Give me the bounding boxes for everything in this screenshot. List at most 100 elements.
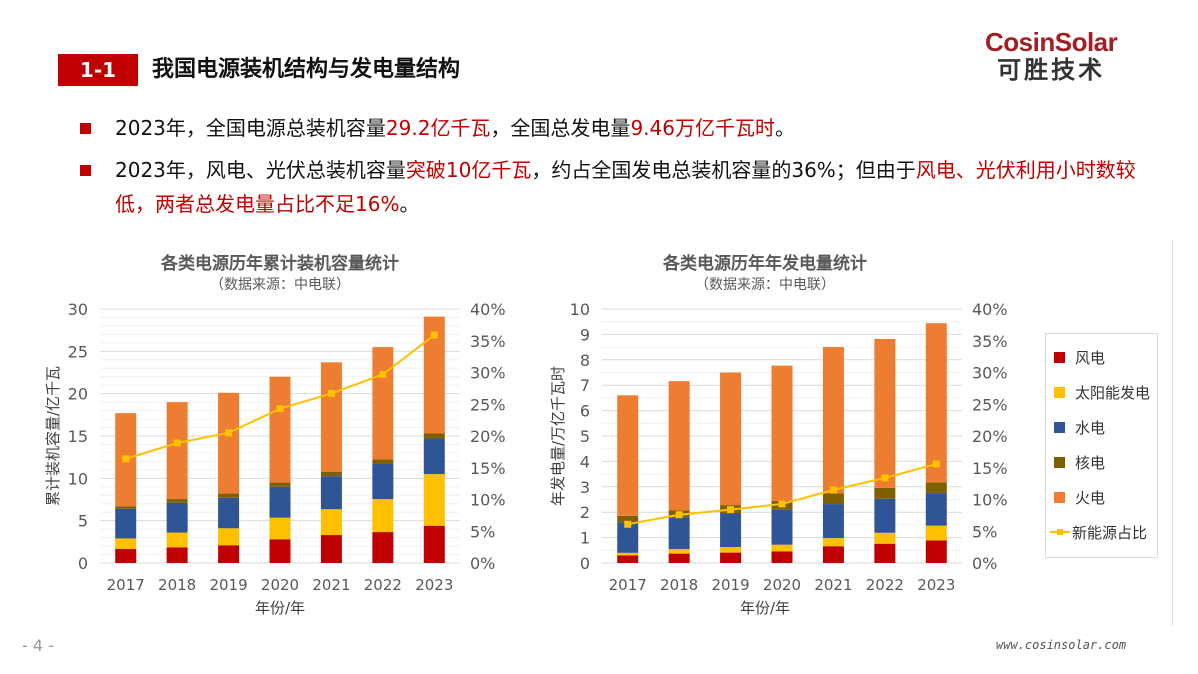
bullet-segment: 突破10亿千瓦 xyxy=(405,158,532,182)
bar-segment-hydro xyxy=(218,497,240,529)
bar-segment-hydro xyxy=(320,476,342,510)
bar-segment-wind xyxy=(668,553,690,563)
chart-legend: 风电太阳能发电水电核电火电新能源占比 xyxy=(1045,333,1158,558)
bar-segment-thermal xyxy=(166,402,188,500)
x-tick-label: 2018 xyxy=(158,576,196,594)
bar-segment-wind xyxy=(269,539,291,563)
bullet-segment: 2023年，风电、光伏总装机容量 xyxy=(115,158,406,182)
share-marker xyxy=(881,474,889,482)
logo-text-cn: 可胜技术 xyxy=(997,56,1106,84)
y-tick-label: 30 xyxy=(68,300,88,319)
bar-segment-thermal xyxy=(822,347,844,494)
bullet-segment: 2023年，全国电源总装机容量 xyxy=(115,116,386,140)
bullet-segment: ，约占全国发电总装机容量的36%；但由于 xyxy=(531,158,916,182)
x-tick-label: 2018 xyxy=(660,576,698,594)
bar-segment-thermal xyxy=(423,316,445,434)
legend-item: 新能源占比 xyxy=(1050,522,1147,542)
y-axis-label: 年发电量/万亿千瓦时 xyxy=(549,366,567,506)
share-marker xyxy=(122,455,130,463)
y-tick-label: 10 xyxy=(68,469,88,488)
chart-title: 各类电源历年累计装机容量统计 xyxy=(160,253,399,274)
x-tick-label: 2017 xyxy=(609,576,647,594)
bar-segment-hydro xyxy=(822,504,844,539)
divider xyxy=(1172,240,1173,626)
bar-segment-nuclear xyxy=(822,493,844,505)
legend-swatch xyxy=(1050,529,1070,535)
legend-item: 风电 xyxy=(1054,347,1105,367)
bar-segment-thermal xyxy=(925,323,947,483)
y-tick-label: 9 xyxy=(580,325,590,344)
bar-segment-nuclear xyxy=(925,482,947,494)
y2-tick-label: 20% xyxy=(972,427,1008,446)
chart-subtitle: （数据来源：中电联） xyxy=(210,277,350,293)
bar-segment-hydro xyxy=(617,522,639,553)
bar-segment-wind xyxy=(617,555,639,563)
y2-tick-label: 25% xyxy=(972,395,1008,414)
y-tick-label: 5 xyxy=(78,512,88,531)
y-tick-label: 8 xyxy=(580,351,590,370)
x-tick-label: 2022 xyxy=(364,576,402,594)
y-tick-label: 1 xyxy=(580,529,590,548)
bar-segment-hydro xyxy=(372,463,394,500)
bar-segment-solar xyxy=(771,544,793,552)
legend-label: 水电 xyxy=(1075,418,1106,437)
bullet-segment: 风电、光伏利用小时数较低，两者总发电量占比不足16% xyxy=(115,158,1136,216)
y-tick-label: 20 xyxy=(68,385,88,404)
bullet-segment: 。 xyxy=(399,192,420,216)
legend-label: 太阳能发电 xyxy=(1075,383,1151,402)
bullet-segment: 。 xyxy=(774,116,795,140)
bullet-segment: 29.2亿千瓦 xyxy=(385,116,491,140)
y2-tick-label: 15% xyxy=(470,459,506,478)
y-tick-label: 4 xyxy=(580,452,590,471)
y2-tick-label: 20% xyxy=(470,427,506,446)
x-tick-label: 2023 xyxy=(415,576,453,594)
x-tick-label: 2017 xyxy=(107,576,145,594)
legend-label: 核电 xyxy=(1075,453,1106,472)
x-tick-label: 2020 xyxy=(261,576,299,594)
legend-swatch xyxy=(1054,351,1065,363)
bar-segment-wind xyxy=(874,543,896,563)
legend-item: 核电 xyxy=(1054,452,1105,472)
share-marker xyxy=(379,370,387,378)
logo-text-en: CosinSolar xyxy=(985,27,1118,57)
bar-segment-solar xyxy=(668,549,690,554)
chart-title: 各类电源历年年发电量统计 xyxy=(662,253,867,274)
y-tick-label: 3 xyxy=(580,478,590,497)
y2-tick-label: 0% xyxy=(470,554,495,573)
bar-segment-hydro xyxy=(874,498,896,533)
y-tick-label: 5 xyxy=(580,427,590,446)
bar-segment-wind xyxy=(115,549,137,563)
legend-label: 火电 xyxy=(1075,488,1106,507)
bar-segment-solar xyxy=(372,499,394,533)
x-tick-label: 2021 xyxy=(312,576,350,594)
y2-tick-label: 15% xyxy=(972,459,1008,478)
bar-segment-hydro xyxy=(771,509,793,545)
bar-segment-wind xyxy=(771,551,793,563)
legend-item: 火电 xyxy=(1054,487,1105,507)
y2-tick-label: 40% xyxy=(972,300,1008,319)
legend-label: 风电 xyxy=(1075,348,1106,367)
bar-segment-solar xyxy=(720,546,742,553)
bullet-segment: 9.46万亿千瓦时 xyxy=(630,116,775,140)
y-tick-label: 10 xyxy=(570,300,590,319)
y2-tick-label: 35% xyxy=(470,332,506,351)
x-tick-label: 2019 xyxy=(209,576,247,594)
bar-segment-nuclear xyxy=(874,487,896,499)
bar-segment-nuclear xyxy=(115,506,137,509)
share-marker xyxy=(727,506,735,514)
bar-segment-wind xyxy=(720,552,742,563)
bar-segment-solar xyxy=(822,538,844,547)
bar-segment-nuclear xyxy=(166,499,188,503)
bullet-segment: ，全国总发电量 xyxy=(490,116,631,140)
y2-tick-label: 35% xyxy=(972,332,1008,351)
y-tick-label: 25 xyxy=(68,342,88,361)
website-url: www.cosinsolar.com xyxy=(996,638,1127,652)
bar-segment-hydro xyxy=(720,513,742,547)
share-marker xyxy=(276,405,284,413)
bar-segment-thermal xyxy=(269,376,291,483)
x-tick-label: 2020 xyxy=(763,576,801,594)
bar-segment-thermal xyxy=(771,365,793,501)
bar-segment-solar xyxy=(166,532,188,548)
bar-segment-hydro xyxy=(269,486,291,518)
y2-tick-label: 25% xyxy=(470,395,506,414)
